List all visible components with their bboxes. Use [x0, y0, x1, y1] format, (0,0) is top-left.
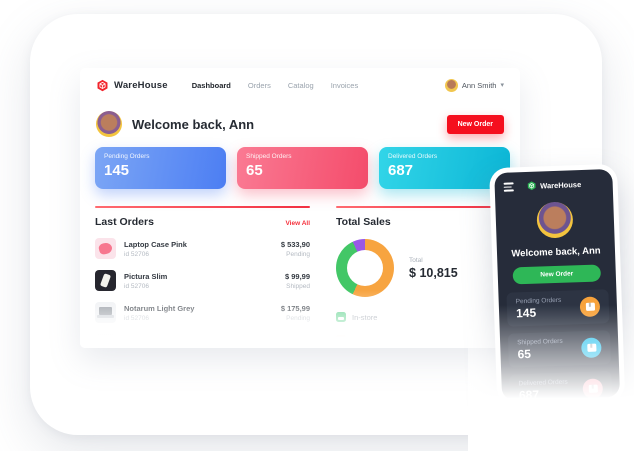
stat-value: 65 — [246, 162, 263, 179]
shipping-icon — [581, 337, 602, 359]
section-accent-line — [95, 206, 311, 208]
last-orders-section: Last Orders View All Laptop Case Pink id… — [95, 206, 311, 348]
legend-label: Online — [352, 335, 374, 345]
stat-label: Delivered Orders — [388, 153, 438, 160]
store-icon — [336, 312, 347, 322]
phone-stat-pending[interactable]: Pending Orders 145 — [506, 289, 610, 327]
legend-label: In-store — [352, 312, 378, 322]
tab-catalog[interactable]: Catalog — [287, 80, 314, 90]
section-accent-line — [336, 206, 504, 208]
legend-item-in-store[interactable]: In-store — [336, 312, 504, 322]
new-order-button[interactable]: New Order — [446, 114, 504, 134]
online-icon — [336, 335, 347, 345]
stat-value: 145 — [104, 162, 130, 179]
tab-dashboard[interactable]: Dashboard — [191, 80, 231, 90]
phone-user-avatar — [536, 201, 574, 239]
total-value: $ 10,815 — [409, 265, 458, 280]
tab-invoices[interactable]: Invoices — [330, 80, 359, 90]
order-row[interactable]: Notarum Light Grey id 52706 $ 175,99 Pen… — [95, 297, 310, 329]
stat-card-delivered[interactable]: Delivered Orders 687 — [379, 147, 510, 189]
welcome-header: Welcome back, Ann New Order — [80, 102, 520, 142]
sales-donut-chart — [336, 239, 395, 297]
order-status: Pending — [281, 347, 310, 349]
product-id: id 52706 — [124, 282, 149, 290]
phone-welcome-text: Welcome back, Ann — [511, 245, 601, 260]
phone-header: WareHouse — [494, 169, 613, 195]
order-price: $ 175,99 — [280, 303, 311, 313]
order-price: $ 99,99 — [284, 271, 311, 281]
total-label: Total — [409, 256, 423, 264]
brand-logo[interactable]: WareHouse — [96, 79, 168, 92]
content-columns: Last Orders View All Laptop Case Pink id… — [80, 198, 520, 348]
dashboard-window: WareHouse Dashboard Orders Catalog Invoi… — [80, 68, 520, 348]
order-status: Pending — [286, 250, 311, 258]
nav-tabs: Dashboard Orders Catalog Invoices — [192, 81, 358, 90]
stat-label: Pending Orders — [104, 153, 150, 160]
welcome-text: Welcome back, Ann — [132, 116, 255, 132]
stat-card-pending[interactable]: Pending Orders 145 — [95, 147, 226, 189]
product-thumbnail — [95, 302, 116, 323]
stat-value: 687 — [518, 387, 540, 401]
phone-screen: WareHouse Welcome back, Ann New Order Pe… — [494, 168, 621, 401]
phone-brand-name: WareHouse — [540, 179, 582, 190]
phone-stat-shipped[interactable]: Shipped Orders 65 — [507, 330, 611, 368]
package-icon — [579, 296, 601, 318]
product-thumbnail — [95, 334, 116, 348]
stat-label: Shipped Orders — [246, 153, 292, 160]
delivered-icon — [582, 378, 604, 400]
last-orders-title: Last Orders — [95, 216, 154, 228]
tab-orders[interactable]: Orders — [247, 80, 271, 90]
user-menu[interactable]: Ann Smith ▾ — [444, 78, 504, 92]
product-id: id 52706 — [124, 347, 193, 349]
view-all-link[interactable]: View All — [285, 220, 311, 227]
sales-legend: In-store Online — [336, 312, 504, 345]
brand-name: WareHouse — [114, 79, 168, 91]
user-avatar — [444, 78, 458, 92]
hamburger-menu-icon[interactable] — [503, 182, 514, 193]
order-row[interactable]: Pictura Slim id 52706 $ 99,99 Shipped — [95, 265, 310, 297]
welcome-avatar — [96, 111, 122, 137]
phone-mockup: WareHouse Welcome back, Ann New Order Pe… — [489, 163, 626, 407]
product-name: Pictura Slim — [124, 271, 168, 281]
user-name: Ann Smith — [461, 80, 497, 90]
legend-item-online[interactable]: Online — [336, 335, 504, 345]
phone-frame: WareHouse Welcome back, Ann New Order Pe… — [489, 163, 626, 407]
product-name: Notarum Light Grey — [124, 303, 195, 313]
product-id: id 52706 — [124, 250, 149, 258]
order-row[interactable]: Scriba Touch Black id 52706 $ 499,99 Pen… — [95, 329, 310, 348]
order-row[interactable]: Laptop Case Pink id 52706 $ 533,90 Pendi… — [95, 233, 310, 265]
phone-new-order-button[interactable]: New Order — [512, 264, 602, 285]
order-price: $ 533,90 — [280, 239, 311, 249]
product-id: id 52706 — [124, 314, 149, 322]
phone-stats: Pending Orders 145 Shipped Orders 65 Del… — [498, 287, 620, 401]
stat-value: 65 — [517, 346, 532, 362]
product-thumbnail — [95, 270, 116, 291]
order-price: $ 499,99 — [280, 335, 311, 345]
order-status: Shipped — [286, 282, 311, 290]
warehouse-logo-icon-green — [527, 181, 536, 191]
product-thumbnail — [95, 238, 116, 259]
order-status: Pending — [286, 314, 311, 322]
stats-row: Pending Orders 145 Shipped Orders 65 Del… — [80, 142, 520, 198]
stat-card-shipped[interactable]: Shipped Orders 65 — [237, 147, 368, 189]
warehouse-logo-icon — [96, 79, 109, 92]
top-nav: WareHouse Dashboard Orders Catalog Invoi… — [80, 68, 520, 102]
total-sales-title: Total Sales — [336, 216, 391, 228]
product-name: Laptop Case Pink — [124, 239, 187, 249]
chevron-down-icon: ▾ — [500, 82, 504, 89]
product-name: Scriba Touch Black — [124, 335, 194, 345]
phone-stat-delivered[interactable]: Delivered Orders 687 — [509, 371, 613, 401]
stat-value: 145 — [515, 305, 537, 321]
phone-brand-logo: WareHouse — [526, 179, 581, 191]
total-sales-section: Total Sales Total $ 10,815 In-store — [336, 206, 504, 348]
stat-value: 687 — [388, 162, 414, 179]
